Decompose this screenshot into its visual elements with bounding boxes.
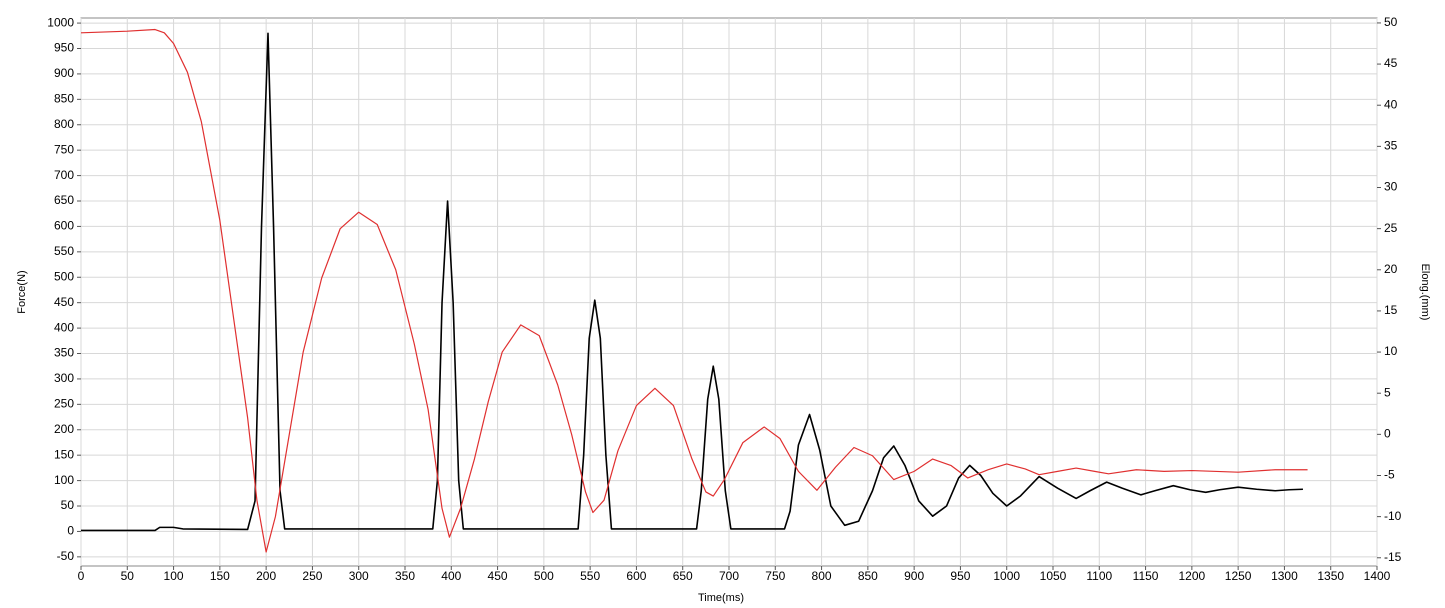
x-tick-label: 650 — [673, 569, 693, 583]
y-tick-label: 300 — [54, 371, 74, 385]
y-tick-label: 450 — [54, 295, 74, 309]
x-tick-label: 800 — [812, 569, 832, 583]
y2-tick-label: 25 — [1384, 221, 1398, 235]
y-tick-label: 250 — [54, 397, 74, 411]
y2-tick-label: 15 — [1384, 303, 1398, 317]
y2-tick-label: 45 — [1384, 56, 1398, 70]
y2-tick-label: -15 — [1384, 550, 1402, 564]
y2-tick-label: 0 — [1384, 427, 1391, 441]
x-tick-label: 1050 — [1040, 569, 1067, 583]
x-tick-label: 1400 — [1364, 569, 1391, 583]
x-tick-label: 1350 — [1317, 569, 1344, 583]
y-tick-label: 650 — [54, 193, 74, 207]
y2-tick-label: 35 — [1384, 139, 1398, 153]
y-tick-label: 950 — [54, 41, 74, 55]
x-axis-title: Time(ms) — [698, 592, 744, 604]
x-tick-label: 350 — [395, 569, 415, 583]
x-tick-label: 1000 — [993, 569, 1020, 583]
y-tick-label: 800 — [54, 117, 74, 131]
y2-tick-label: 5 — [1384, 385, 1391, 399]
x-tick-label: 1150 — [1133, 569, 1159, 583]
x-tick-label: 500 — [534, 569, 554, 583]
x-tick-label: 850 — [858, 569, 878, 583]
x-tick-label: 550 — [580, 569, 600, 583]
y-tick-label: 600 — [54, 219, 74, 233]
data-line — [80, 28, 1308, 553]
x-tick-label: 1200 — [1179, 569, 1206, 583]
x-tick-label: 50 — [121, 569, 135, 583]
y2-tick-label: -5 — [1384, 468, 1395, 482]
x-tick-label: 400 — [441, 569, 461, 583]
x-tick-label: 1250 — [1225, 569, 1252, 583]
y-tick-label: 0 — [67, 524, 74, 538]
x-tick-label: 950 — [950, 569, 970, 583]
x-tick-label: 1100 — [1086, 569, 1112, 583]
y-tick-label: -50 — [57, 549, 75, 563]
y2-tick-label: 40 — [1384, 97, 1398, 111]
x-tick-label: 300 — [349, 569, 369, 583]
y-tick-label: 850 — [54, 92, 74, 106]
y-axis-title: Force(N) — [16, 270, 28, 313]
y2-tick-label: 10 — [1384, 344, 1398, 358]
y-tick-label: 750 — [54, 142, 74, 156]
data-line — [81, 32, 1303, 532]
x-tick-label: 150 — [210, 569, 230, 583]
y-tick-label: 1000 — [47, 15, 74, 29]
y-tick-label: 700 — [54, 168, 74, 182]
y2-tick-label: 20 — [1384, 262, 1398, 276]
y2-tick-label: 30 — [1384, 180, 1398, 194]
y-tick-label: 550 — [54, 244, 74, 258]
x-tick-label: 450 — [488, 569, 508, 583]
y2-tick-label: 50 — [1384, 15, 1398, 29]
y2-axis-title: Elong.(mm) — [1419, 264, 1431, 321]
y-tick-label: 200 — [54, 422, 74, 436]
x-tick-label: 0 — [78, 569, 85, 583]
x-tick-label: 700 — [719, 569, 739, 583]
x-tick-label: 100 — [164, 569, 184, 583]
y2-tick-label: -10 — [1384, 509, 1402, 523]
y-tick-label: 400 — [54, 320, 74, 334]
y-tick-label: 100 — [54, 473, 74, 487]
x-tick-label: 1300 — [1271, 569, 1298, 583]
y-tick-label: 900 — [54, 66, 74, 80]
y-tick-label: 500 — [54, 269, 74, 283]
x-tick-label: 600 — [626, 569, 646, 583]
x-tick-label: 900 — [904, 569, 924, 583]
y-tick-label: 150 — [54, 447, 74, 461]
y-tick-label: 50 — [61, 498, 75, 512]
x-tick-label: 250 — [302, 569, 322, 583]
x-tick-label: 750 — [765, 569, 785, 583]
y-tick-label: 350 — [54, 346, 74, 360]
x-tick-label: 200 — [256, 569, 276, 583]
